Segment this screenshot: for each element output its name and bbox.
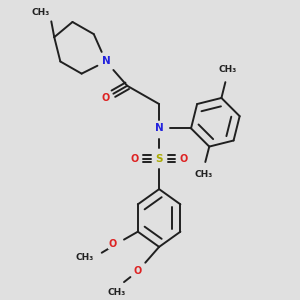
Text: CH₃: CH₃ (218, 64, 237, 74)
Text: S: S (155, 154, 163, 164)
Text: CH₃: CH₃ (107, 288, 126, 297)
Text: N: N (155, 123, 164, 133)
Text: N: N (102, 56, 110, 67)
Text: O: O (108, 239, 117, 249)
Text: CH₃: CH₃ (76, 253, 94, 262)
Text: CH₃: CH₃ (194, 170, 212, 179)
Text: O: O (131, 154, 139, 164)
Text: O: O (102, 93, 110, 103)
Text: CH₃: CH₃ (32, 8, 50, 17)
Text: O: O (179, 154, 188, 164)
Text: O: O (134, 266, 142, 276)
